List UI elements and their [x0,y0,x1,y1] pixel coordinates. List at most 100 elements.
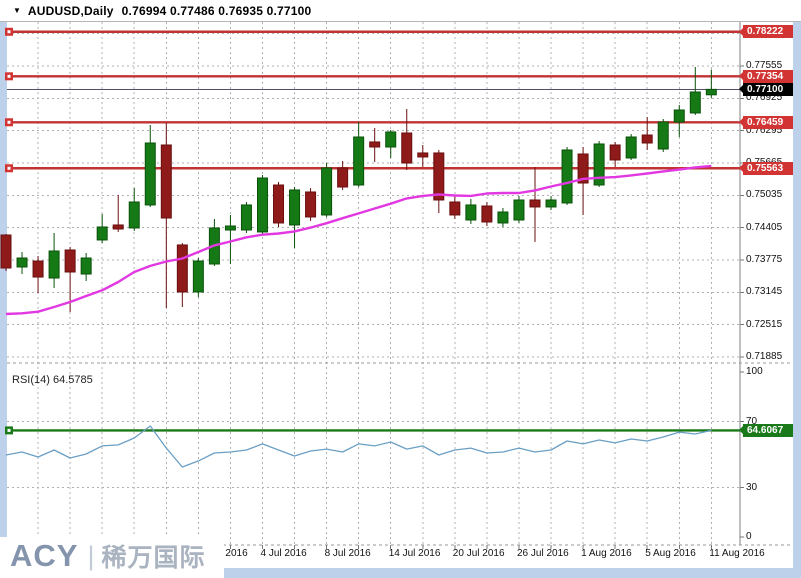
rsi-axis-label: 30 [746,481,758,493]
chart-background [7,21,793,568]
rsi-value-label: 64.6067 [739,423,793,437]
price-axis-label: 0.72515 [746,318,783,330]
rsi-indicator-label: RSI(14) 64.5785 [12,374,93,386]
line-pointer-icon [735,27,743,36]
date-axis-label: 5 Aug 2016 [645,548,696,559]
candle-body [609,144,621,161]
candle-body [513,199,525,221]
price-axis[interactable] [740,22,793,545]
price-axis-label: 0.74405 [746,221,783,233]
line-pointer-icon [735,85,743,94]
level-price-label: 0.78222 [739,25,793,39]
candle-body [224,225,236,231]
price-axis-label: 0.76925 [746,92,783,104]
candle-body [144,142,156,206]
candle-body [176,244,188,293]
candle-body [273,184,285,224]
line-pointer-icon [735,164,743,173]
candle-body [80,257,92,275]
price-axis-label: 0.73145 [746,286,783,298]
level-lines [5,27,740,173]
candle-body [16,257,28,268]
candle-body [689,91,701,114]
current-price-label: 0.77100 [739,82,793,96]
level-price-label: 0.76459 [739,115,793,129]
line-pointer-icon [735,72,743,81]
time-axis[interactable] [230,545,793,562]
candle-body [192,260,204,293]
candle-body [673,109,685,123]
date-axis-label: 14 Jul 2016 [388,548,441,559]
candle-body [321,167,333,216]
candle-body [465,204,477,221]
candle-body [577,153,589,184]
logo-chinese-text: 稀万国际 [101,543,206,572]
chart-titlebar: ▼ AUDUSD,Daily 0.76994 0.77486 0.76935 0… [0,0,801,22]
date-axis-label: 1 Aug 2016 [581,548,632,559]
candle-body [337,167,349,188]
candle-body [497,211,509,224]
rsi-pane [5,425,740,468]
date-axis-label: 11 Aug 2016 [709,548,765,559]
price-axis-label: 0.76295 [746,124,783,136]
candle-body [112,224,124,230]
candle-body [641,134,653,144]
candle-body [529,199,541,208]
level-price-label: 0.77354 [739,69,793,83]
line-pointer-icon [735,118,743,127]
rsi-axis-label: 100 [746,366,763,377]
rsi-line [5,425,712,468]
candle-body [449,201,461,216]
logo-background-plate [0,537,224,578]
candle-body [593,143,605,186]
candle-body [96,226,108,241]
candle-body [369,141,381,148]
level-price-label: 0.75563 [739,161,793,175]
date-axis-label: 4 Jul 2016 [260,548,307,559]
date-axis-label: 2016 [225,548,248,559]
candle-body [64,249,76,273]
price-axis-label: 0.73775 [746,254,783,265]
candle-body [545,199,557,208]
candle-body [160,144,172,219]
logo-acy-text: ACY [10,538,79,573]
date-axis-label: 26 Jul 2016 [517,548,569,559]
chart-symbol-title: AUDUSD,Daily [27,3,114,18]
candle-body [48,250,60,279]
candle-body [417,152,429,158]
candle-body [240,204,252,231]
candle-body [0,234,12,269]
ma-line [5,164,712,316]
candle-body [481,205,493,223]
rsi-axis-label: 0 [746,531,752,542]
candle-body [657,121,669,150]
candle-body [289,189,301,226]
candle-body [401,132,413,164]
logo-divider: | [87,540,95,571]
candle-body [256,177,268,233]
candle-body [561,149,573,204]
price-axis-label: 0.75035 [746,189,783,201]
price-axis-label: 0.71885 [746,351,783,363]
candle-body [32,260,44,278]
candle-body [705,88,717,96]
date-axis-label: 20 Jul 2016 [452,548,505,559]
candle-body [305,191,317,218]
candles-series [0,66,717,312]
candle-body [625,136,637,159]
candle-body [385,131,397,148]
rsi-axis-label: 70 [746,415,758,427]
candle-body [433,152,445,201]
symbol-dropdown-icon: ▼ [13,6,21,15]
chart-ohlc-values: 0.76994 0.77486 0.76935 0.77100 [121,3,312,18]
candle-body [353,136,365,186]
pane-borders [7,22,793,549]
date-axis-label: 8 Jul 2016 [324,548,371,559]
price-axis-label: 0.77555 [746,60,783,71]
line-pointer-icon [735,426,743,435]
broker-logo: ACY | 稀万国际 [10,538,206,573]
candle-body [128,201,140,229]
